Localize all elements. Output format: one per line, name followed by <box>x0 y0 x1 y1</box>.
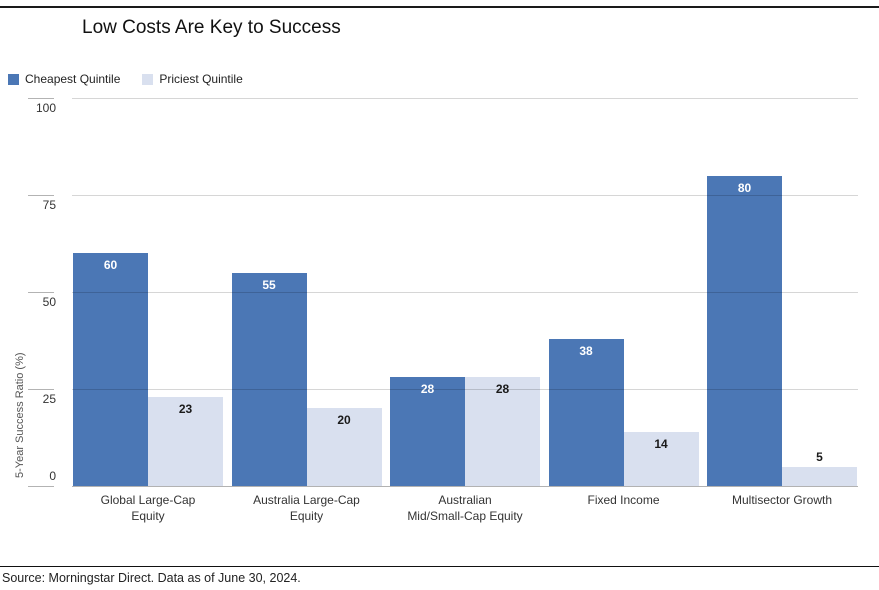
x-category-label: Multisector Growth <box>731 493 833 507</box>
legend-label: Cheapest Quintile <box>25 72 121 86</box>
bar-priciest-quintile: 20 <box>306 408 382 486</box>
bar-value-label: 38 <box>579 343 593 358</box>
y-tick-mark <box>28 195 54 196</box>
y-tick-label: 25 <box>42 392 56 406</box>
y-tick-label: 75 <box>42 198 56 212</box>
bar-group: 80 5 <box>707 98 857 486</box>
legend-item-priciest-quintile: Priciest Quintile <box>142 72 243 86</box>
gridline-100 <box>72 98 858 99</box>
gridline-75 <box>72 195 858 196</box>
chart-title: Low Costs Are Key to Success <box>82 17 341 38</box>
gridline-50 <box>72 292 858 293</box>
bar-value-label: 80 <box>737 180 752 195</box>
bar-group: 28 28 <box>390 98 540 486</box>
bar-value-label: 23 <box>178 401 193 416</box>
y-tick-mark <box>28 292 54 293</box>
x-category-label: Australia Large-Cap Equity <box>253 493 360 523</box>
source-note: Source: Morningstar Direct. Data as of J… <box>2 571 301 585</box>
x-category-label: Australian Mid/Small-Cap Equity <box>407 493 523 523</box>
legend: Cheapest Quintile Priciest Quintile <box>8 72 243 86</box>
y-tick-mark <box>28 389 54 390</box>
bar-group: 38 14 <box>548 98 699 486</box>
bar-priciest-quintile: 5 <box>782 450 857 486</box>
bar-value-label: 55 <box>262 277 276 292</box>
bar-priciest-quintile: 23 <box>148 396 223 486</box>
bar-group: 60 23 <box>73 98 223 486</box>
bar-value-label: 14 <box>654 436 668 451</box>
bar-cheapest-quintile: 28 <box>390 377 465 486</box>
bar-value-label: 60 <box>103 258 118 273</box>
plot-area: 60 23 55 20 28 28 38 14 80 5 <box>72 98 858 487</box>
x-category-label: Global Large-Cap Equity <box>100 493 196 523</box>
y-tick-label: 50 <box>42 295 56 309</box>
bar-group: 55 20 <box>231 98 382 486</box>
bar-value-label: 28 <box>420 382 435 397</box>
gridline-0 <box>72 486 858 487</box>
y-axis-title: 5-Year Success Ratio (%) <box>14 352 26 478</box>
y-axis: 0 25 50 75 100 <box>0 98 72 487</box>
bottom-divider <box>0 566 879 567</box>
y-tick-label: 100 <box>35 101 56 115</box>
legend-item-cheapest-quintile: Cheapest Quintile <box>8 72 120 86</box>
bar-priciest-quintile: 14 <box>623 431 699 486</box>
bar-cheapest-quintile: 80 <box>707 175 782 486</box>
bar-value-label: 28 <box>495 382 510 397</box>
bar-cheapest-quintile: 38 <box>548 338 624 486</box>
gridline-25 <box>72 389 858 390</box>
cheapest-quintile-swatch-icon <box>8 73 19 85</box>
bar-priciest-quintile: 28 <box>465 377 540 486</box>
bar-value-label: 20 <box>337 413 351 428</box>
top-divider <box>0 6 879 8</box>
y-tick-mark <box>28 486 54 487</box>
bar-cheapest-quintile: 55 <box>231 272 307 486</box>
priciest-quintile-swatch-icon <box>142 73 154 85</box>
y-tick-label: 0 <box>49 469 56 483</box>
legend-label: Priciest Quintile <box>159 72 243 86</box>
y-tick-mark <box>28 98 54 99</box>
x-axis: Global Large-Cap Equity Australia Large-Ca… <box>73 492 857 524</box>
bar-value-label: 5 <box>816 449 823 464</box>
x-category-label: Fixed Income <box>587 493 660 507</box>
bar-groups: 60 23 55 20 28 28 38 14 80 5 <box>73 98 857 486</box>
bar-cheapest-quintile: 60 <box>73 253 148 486</box>
